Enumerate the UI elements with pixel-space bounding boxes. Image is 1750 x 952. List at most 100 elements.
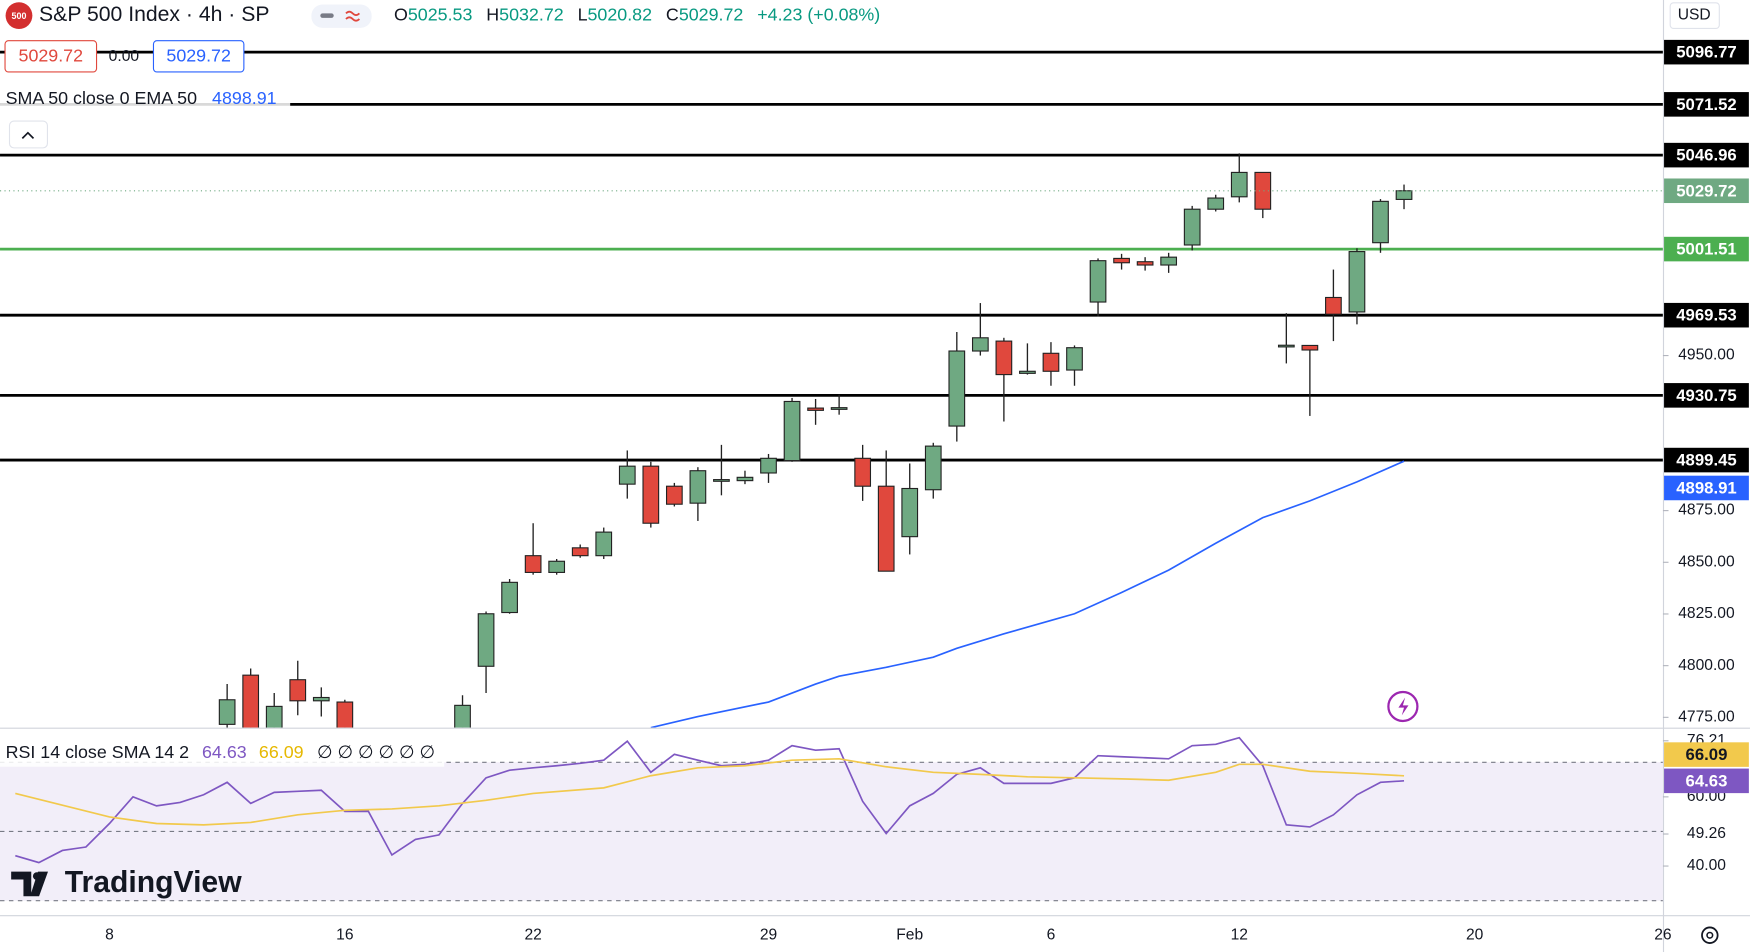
ohlc-label: O bbox=[394, 4, 408, 24]
level-label: 4969.53 bbox=[1676, 306, 1737, 325]
ohlc-label: C bbox=[666, 4, 679, 24]
candle-body bbox=[1325, 296, 1342, 315]
badge-text: 500 bbox=[12, 11, 27, 21]
candle-body bbox=[995, 340, 1013, 376]
ohlc-value: 5025.53 bbox=[408, 4, 473, 24]
candle-body bbox=[901, 487, 919, 538]
candle-body bbox=[1301, 344, 1319, 351]
ema-legend-value: 4898.91 bbox=[212, 88, 277, 108]
logo-mark bbox=[32, 872, 41, 881]
spread: 0.00 bbox=[109, 48, 140, 65]
ohlc: O5025.53 H5032.72 L5020.82 C5029.72 +4.2… bbox=[394, 4, 880, 24]
candle-body bbox=[1230, 171, 1248, 198]
candle-body bbox=[783, 400, 801, 462]
level-label: 5071.52 bbox=[1676, 95, 1737, 114]
candle-body bbox=[665, 485, 683, 505]
buy-price: 5029.72 bbox=[166, 46, 231, 66]
candle-body bbox=[1042, 352, 1060, 372]
candle-body bbox=[807, 407, 824, 411]
toggle-icon bbox=[345, 10, 361, 22]
legend-bg bbox=[0, 87, 291, 110]
rsi-legend[interactable]: RSI 14 close SMA 14 2 bbox=[6, 742, 190, 762]
candle-body bbox=[1277, 344, 1295, 348]
candle-body bbox=[1395, 190, 1413, 200]
buy-button[interactable] bbox=[152, 40, 245, 73]
level-label-bg bbox=[1664, 39, 1749, 65]
y-tick-label: 4875.00 bbox=[1678, 502, 1735, 519]
candle-body bbox=[924, 445, 942, 491]
rsi-sma-legend-value: 66.09 bbox=[259, 742, 304, 762]
level-label-bg bbox=[1664, 447, 1749, 473]
x-tick-label: 20 bbox=[1466, 926, 1484, 943]
candle-body bbox=[760, 457, 777, 474]
settings-icon bbox=[1706, 931, 1714, 939]
rsi-pane bbox=[0, 736, 1663, 902]
candle-body bbox=[948, 350, 966, 427]
level-label: 5001.51 bbox=[1676, 240, 1737, 259]
change: +4.23 (+0.08%) bbox=[757, 4, 880, 24]
candle-body bbox=[689, 470, 707, 504]
ema-legend[interactable]: SMA 50 close 0 EMA 50 bbox=[6, 88, 198, 108]
candle-body bbox=[595, 531, 613, 557]
candle-body bbox=[571, 547, 589, 557]
candle-body bbox=[218, 699, 236, 725]
candle-body bbox=[336, 701, 354, 728]
level-label-bg bbox=[1664, 383, 1749, 408]
rsi-line bbox=[15, 736, 1405, 864]
logo-text: TradingView bbox=[65, 866, 242, 899]
level-label-bg bbox=[1664, 142, 1749, 168]
axes: 4775.00 4800.00 4825.00 4850.00 4875.00 4950.… bbox=[105, 39, 1749, 943]
candle-body bbox=[1136, 261, 1154, 266]
symbol-title[interactable]: S&P 500 Index · 4h · SP bbox=[39, 3, 269, 26]
level-label: 4899.45 bbox=[1676, 451, 1737, 470]
sell-button[interactable] bbox=[4, 40, 98, 73]
candle-body bbox=[854, 457, 872, 487]
rsi-sma-label: 66.09 bbox=[1686, 745, 1728, 764]
candle-body bbox=[618, 465, 636, 485]
ema-line bbox=[650, 460, 1405, 728]
candle-body bbox=[736, 476, 754, 482]
y-tick-label: 4800.00 bbox=[1678, 657, 1735, 674]
last-price-label: 5029.72 bbox=[1676, 181, 1737, 200]
level-label-bg bbox=[1664, 92, 1749, 117]
chevron bbox=[21, 131, 35, 139]
y-tick-label: 4850.00 bbox=[1678, 553, 1735, 570]
candle-body bbox=[1183, 208, 1201, 246]
x-tick-label: 12 bbox=[1231, 926, 1248, 943]
candle-body bbox=[713, 479, 730, 482]
x-tick-label: 16 bbox=[336, 926, 353, 943]
level-label: 4930.75 bbox=[1676, 386, 1737, 405]
ema-label: 4898.91 bbox=[1676, 479, 1737, 498]
y-tick-label: 4775.00 bbox=[1678, 708, 1735, 725]
candle-body bbox=[1089, 260, 1107, 303]
ohlc-value: 5029.72 bbox=[679, 4, 744, 24]
x-tick-label: 22 bbox=[524, 926, 541, 943]
rsi-legend-value: 64.63 bbox=[202, 742, 247, 762]
toggle[interactable] bbox=[311, 4, 372, 28]
ohlc-label: L bbox=[578, 4, 588, 24]
currency: USD bbox=[1678, 7, 1711, 24]
candle-body bbox=[877, 485, 895, 572]
rsi-sma-line bbox=[15, 757, 1405, 826]
candle-body bbox=[1207, 197, 1225, 210]
y-tick-label: 4950.00 bbox=[1678, 347, 1735, 364]
settings-icon[interactable] bbox=[1701, 926, 1719, 944]
ohlc-value: 5032.72 bbox=[499, 4, 564, 24]
rsi-legend-status: ∅ ∅ ∅ ∅ ∅ ∅ bbox=[317, 742, 435, 762]
candle-body bbox=[289, 679, 307, 702]
candle-body bbox=[971, 337, 989, 352]
last-price-label-bg bbox=[1664, 178, 1749, 204]
candle-body bbox=[242, 674, 260, 728]
ohlc-label: H bbox=[486, 4, 499, 24]
symbol-badge bbox=[5, 2, 33, 30]
event-icon bbox=[1398, 697, 1409, 716]
candle-body bbox=[524, 555, 542, 573]
candle-body bbox=[454, 704, 471, 728]
candle-body bbox=[830, 407, 848, 410]
y-tick-label: 4825.00 bbox=[1678, 605, 1735, 622]
candle-body bbox=[501, 581, 518, 614]
currency-button[interactable] bbox=[1669, 2, 1720, 30]
candle-body bbox=[1160, 256, 1178, 266]
